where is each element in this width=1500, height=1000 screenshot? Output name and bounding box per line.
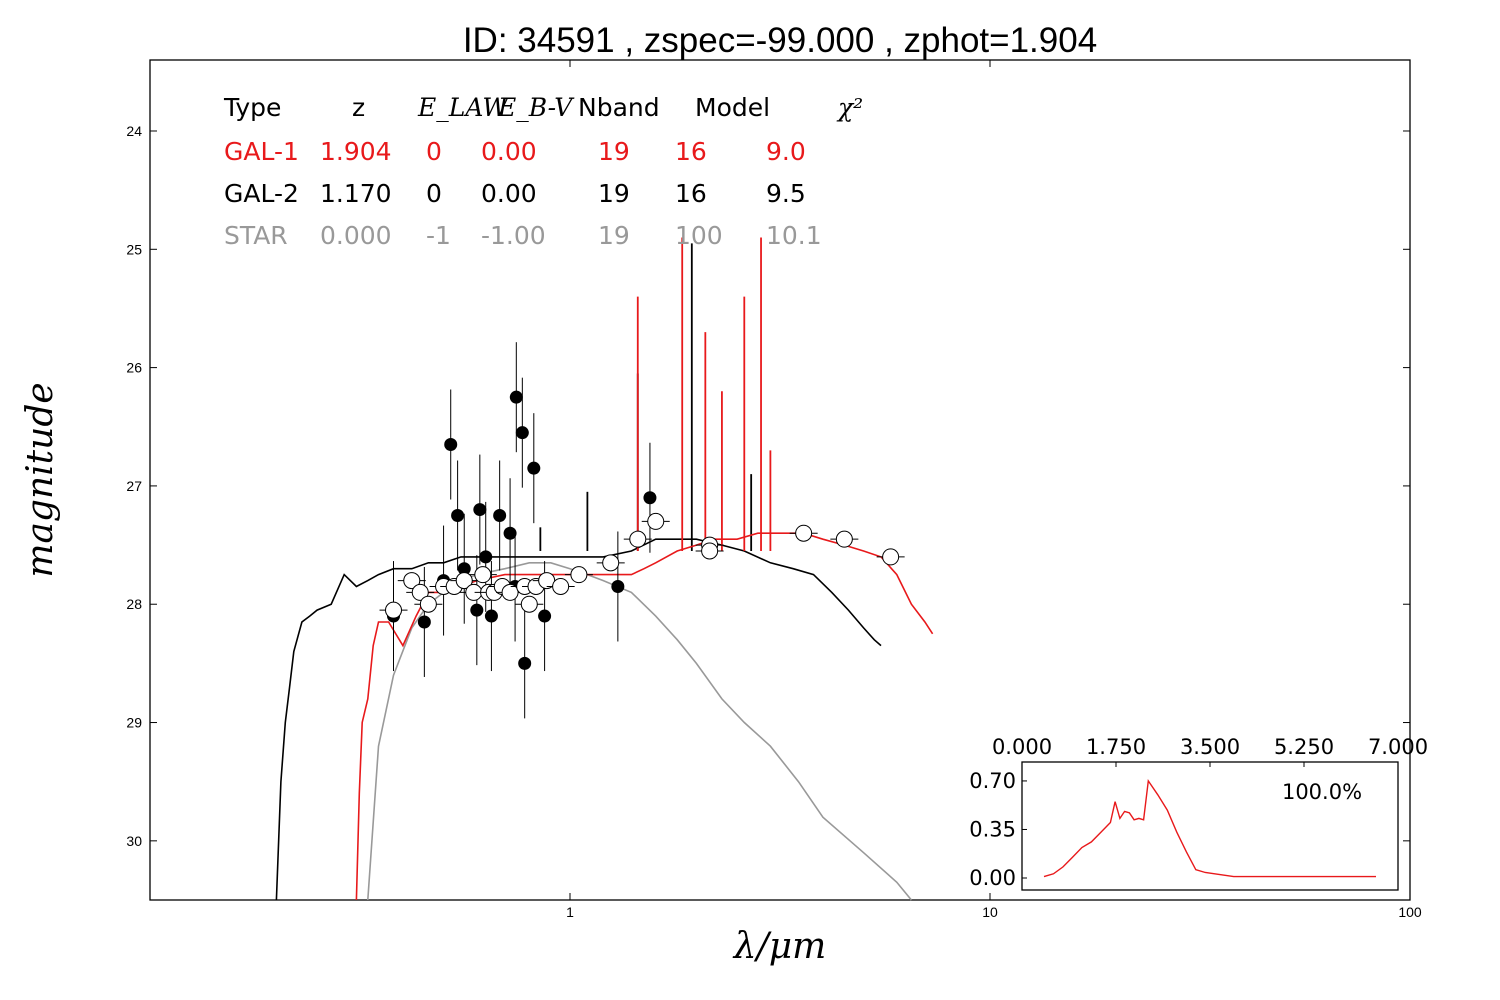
pdf-percentage-label: 100.0% xyxy=(1282,780,1362,804)
inset-frame xyxy=(1021,761,1399,891)
table-header-z: z xyxy=(352,93,365,122)
observed-flux-point xyxy=(527,461,541,475)
observed-flux-point xyxy=(470,603,484,617)
table-header-elaw: E_LAW xyxy=(417,93,510,122)
model-magnitude-point xyxy=(403,572,421,590)
model-magnitude-point xyxy=(501,583,519,601)
inset-x-tick-label: 1.750 xyxy=(1086,735,1146,759)
observed-flux-point xyxy=(479,550,493,564)
table-cell-model: 16 xyxy=(675,137,707,166)
model-magnitude-point xyxy=(602,554,620,572)
photometry-points xyxy=(379,342,905,719)
model-magnitude-point xyxy=(474,566,492,584)
observed-flux-point xyxy=(484,609,498,623)
inset-y-tick-label: 0.00 xyxy=(969,866,1016,890)
table-header-nband: Nband xyxy=(578,93,660,122)
table-cell-ebv: 0.00 xyxy=(481,137,537,166)
model-magnitude-point xyxy=(629,530,647,548)
table-header-ebv: E_B-V xyxy=(497,93,575,122)
table-cell-elaw: -1 xyxy=(426,221,451,250)
y-tick-label: 26 xyxy=(126,360,142,376)
table-cell-z: 1.904 xyxy=(320,137,392,166)
inset-x-tick-label: 5.250 xyxy=(1274,735,1334,759)
observed-flux-point xyxy=(473,503,487,517)
table-header-type: Type xyxy=(223,93,281,122)
x-tick-label: 100 xyxy=(1398,904,1422,920)
model-magnitude-point xyxy=(882,548,900,566)
y-tick-label: 30 xyxy=(126,833,142,849)
table-cell-elaw: 0 xyxy=(426,137,442,166)
y-tick-label: 27 xyxy=(126,478,142,494)
observed-flux-point xyxy=(417,615,431,629)
model-magnitude-point xyxy=(795,524,813,542)
table-cell-ebv: -1.00 xyxy=(481,221,546,250)
table-cell-model: 100 xyxy=(675,221,723,250)
pdf-curve xyxy=(1043,778,1376,878)
inset-x-tick-label: 0.000 xyxy=(992,735,1052,759)
observed-flux-point xyxy=(509,390,523,404)
inset-y-tick-label: 0.70 xyxy=(969,769,1016,793)
model-magnitude-point xyxy=(419,595,437,613)
model-magnitude-point xyxy=(570,566,588,584)
table-cell-z: 0.000 xyxy=(320,221,392,250)
observed-flux-point xyxy=(503,526,517,540)
table-cell-z: 1.170 xyxy=(320,179,392,208)
model-magnitude-point xyxy=(701,542,719,560)
x-tick-label: 1 xyxy=(566,904,574,920)
table-cell-nband: 19 xyxy=(598,221,630,250)
model-magnitude-point xyxy=(520,595,538,613)
table-cell-chi2: 10.1 xyxy=(766,221,822,250)
table-cell-type: GAL-1 xyxy=(224,137,299,166)
observed-flux-point xyxy=(457,562,471,576)
inset-x-tick-label: 3.500 xyxy=(1180,735,1240,759)
x-axis-label: λ/μm xyxy=(732,926,826,967)
observed-flux-point xyxy=(643,491,657,505)
observed-flux-point xyxy=(444,438,458,452)
table-header-model: Model xyxy=(695,93,770,122)
observed-flux-point xyxy=(538,609,552,623)
inset-y-tick-label: 0.35 xyxy=(969,817,1016,841)
y-tick-label: 25 xyxy=(126,241,142,257)
table-cell-nband: 19 xyxy=(598,137,630,166)
axis-ticks: 1 10 100 24 25 26 27 28 29 30 xyxy=(126,60,1422,920)
x-tick-label: 10 xyxy=(982,904,998,920)
y-tick-label: 28 xyxy=(126,596,142,612)
table-cell-chi2: 9.0 xyxy=(766,137,806,166)
table-cell-chi2: 9.5 xyxy=(766,179,806,208)
model-magnitude-point xyxy=(455,572,473,590)
observed-flux-point xyxy=(518,656,532,670)
model-magnitude-point xyxy=(411,583,429,601)
y-axis-label: magnitude xyxy=(20,382,61,577)
inset-x-tick-label: 7.000 xyxy=(1368,735,1428,759)
table-cell-ebv: 0.00 xyxy=(481,179,537,208)
model-magnitude-point xyxy=(647,512,665,530)
table-cell-model: 16 xyxy=(675,179,707,208)
model-magnitude-point xyxy=(385,601,403,619)
table-cell-nband: 19 xyxy=(598,179,630,208)
table-cell-type: STAR xyxy=(224,221,288,250)
table-header-chi2: χ² xyxy=(836,93,863,122)
observed-flux-point xyxy=(493,508,507,522)
y-tick-label: 29 xyxy=(126,715,142,731)
redshift-pdf-inset: 0.000 1.750 3.500 5.250 7.000 0.70 0.35 0.00 100… xyxy=(969,735,1428,891)
observed-flux-point xyxy=(515,426,529,440)
y-tick-label: 24 xyxy=(126,123,142,139)
table-cell-type: GAL-2 xyxy=(224,179,299,208)
model-magnitude-point xyxy=(552,577,570,595)
observed-flux-point xyxy=(611,579,625,593)
chart-title: ID: 34591 , zspec=-99.000 , zphot=1.904 xyxy=(463,21,1097,60)
table-cell-elaw: 0 xyxy=(426,179,442,208)
observed-flux-point xyxy=(451,508,465,522)
model-magnitude-point xyxy=(835,530,853,548)
